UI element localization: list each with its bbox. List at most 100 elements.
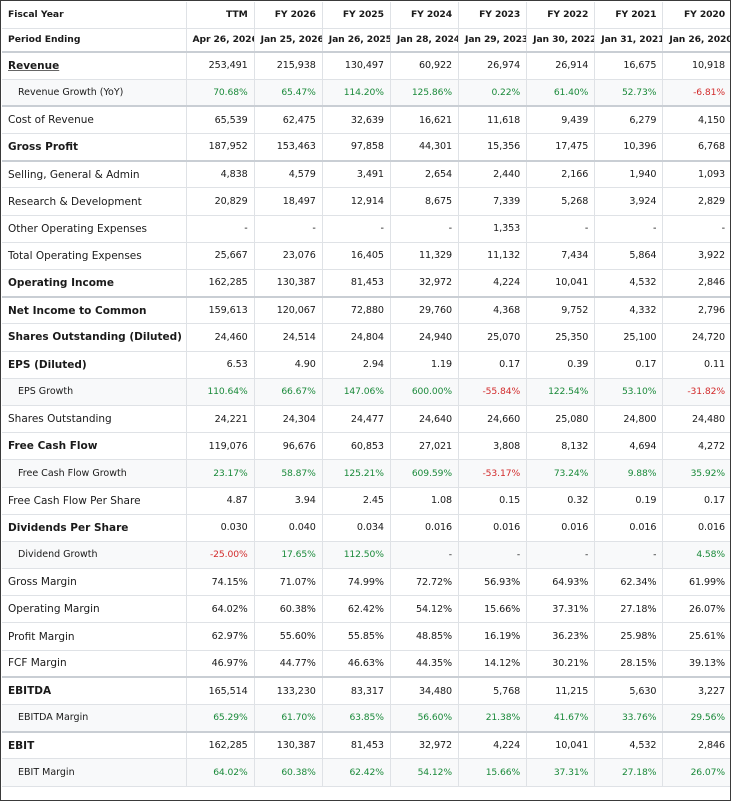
table-cell: 48.85%	[390, 622, 460, 651]
table-cell: 24,304	[254, 405, 323, 434]
table-cell: 53.10%	[594, 378, 664, 406]
period-end-date: Apr 26, 2026	[186, 28, 255, 53]
column-header[interactable]: FY 2022	[526, 2, 596, 29]
table-cell: 12,914	[322, 187, 391, 216]
table-cell: 62.42%	[322, 758, 391, 787]
table-cell: 112.50%	[322, 541, 391, 570]
row-label: FCF Margin	[2, 650, 187, 678]
table-cell: 120,067	[254, 295, 323, 325]
table-cell: 600.00%	[390, 378, 460, 406]
table-cell: -25.00%	[186, 541, 255, 570]
table-cell: 11,329	[390, 242, 460, 271]
table-cell: 56.93%	[458, 568, 528, 597]
table-cell: 4.90	[254, 351, 323, 379]
table-cell: 4,272	[662, 432, 730, 461]
period-end-date: Jan 28, 2024	[390, 28, 460, 53]
row-label: Revenue Growth (YoY)	[2, 79, 187, 107]
table-cell: 96,676	[254, 432, 323, 461]
table-cell: 187,952	[186, 133, 255, 162]
table-row: Cost of Revenue 65,539 62,475 32,639 16,621 1…	[2, 105, 730, 135]
table-cell: 29.56%	[662, 704, 730, 733]
table-cell: 4.87	[186, 487, 255, 515]
column-header[interactable]: FY 2023	[458, 2, 528, 29]
table-cell: 65.29%	[186, 704, 255, 733]
table-cell: 6.53	[186, 351, 255, 379]
table-row: Research & Development 20,829 18,497 12,914…	[2, 187, 730, 216]
table-cell: -	[390, 215, 460, 243]
table-cell: 24,514	[254, 323, 323, 352]
table-cell: 9,439	[526, 105, 596, 135]
period-end-date: Jan 26, 2020	[662, 28, 730, 53]
table-cell: 46.63%	[322, 650, 391, 678]
row-label: Research & Development	[2, 187, 187, 216]
table-row: Profit Margin 62.97% 55.60% 55.85% 48.85% 16.…	[2, 622, 730, 651]
table-cell: 65.47%	[254, 79, 323, 107]
row-label-link[interactable]: Revenue	[8, 59, 60, 72]
table-cell: 4,332	[594, 295, 664, 325]
column-header[interactable]: TTM	[186, 2, 255, 29]
table-cell: 44.35%	[390, 650, 460, 678]
period-end-date: Jan 26, 2025	[322, 28, 391, 53]
table-cell: 66.67%	[254, 378, 323, 406]
fiscal-year-label: Fiscal Year	[2, 2, 187, 29]
table-cell: 3,491	[322, 159, 391, 189]
table-cell: 64.93%	[526, 568, 596, 597]
table-cell: -	[662, 215, 730, 243]
table-cell: -55.84%	[458, 378, 528, 406]
column-header[interactable]: FY 2026	[254, 2, 323, 29]
table-cell: 1,093	[662, 159, 730, 189]
table-cell: 119,076	[186, 432, 255, 461]
table-cell: 4,694	[594, 432, 664, 461]
row-label: Net Income to Common	[2, 295, 187, 325]
table-cell: 4,368	[458, 295, 528, 325]
table-cell: 10,918	[662, 52, 730, 80]
table-row: Operating Margin 64.02% 60.38% 62.42% 54.12%…	[2, 595, 730, 624]
table-cell: 24,480	[662, 405, 730, 434]
table-cell: 23.17%	[186, 459, 255, 488]
table-cell: 5,768	[458, 676, 528, 706]
row-label: Revenue	[2, 52, 187, 80]
table-cell: 32,972	[390, 269, 460, 298]
table-row: EBIT 162,285 130,387 81,453 32,972 4,224 10,04…	[2, 730, 730, 760]
table-cell: 0.034	[322, 514, 391, 542]
table-cell: 28.15%	[594, 650, 664, 678]
period-end-date: Jan 30, 2022	[526, 28, 596, 53]
table-cell: 33.76%	[594, 704, 664, 733]
table-cell: 39.13%	[662, 650, 730, 678]
table-cell: 25,667	[186, 242, 255, 271]
table-cell: 26,974	[458, 52, 528, 80]
column-header[interactable]: FY 2024	[390, 2, 460, 29]
table-cell: 81,453	[322, 730, 391, 760]
table-row: Dividend Growth -25.00% 17.65% 112.50% - - - -4…	[2, 541, 730, 570]
table-cell: 72.72%	[390, 568, 460, 597]
table-cell: 64.02%	[186, 595, 255, 624]
table-cell: 6,279	[594, 105, 664, 135]
column-header[interactable]: FY 2025	[322, 2, 391, 29]
row-label: Free Cash Flow Per Share	[2, 487, 187, 515]
table-cell: 44.77%	[254, 650, 323, 678]
table-cell: 6,768	[662, 133, 730, 162]
row-label: Shares Outstanding	[2, 405, 187, 434]
table-cell: 24,804	[322, 323, 391, 352]
table-cell: 27.18%	[594, 758, 664, 787]
table-cell: 0.17	[594, 351, 664, 379]
table-cell: 25,080	[526, 405, 596, 434]
table-cell: -53.17%	[458, 459, 528, 488]
table-cell: 11,215	[526, 676, 596, 706]
table-cell: -	[186, 215, 255, 243]
table-row: Net Income to Common 159,613 120,067 72,880…	[2, 295, 730, 325]
table-cell: 2.45	[322, 487, 391, 515]
table-row: Free Cash Flow Growth 23.17% 58.87% 125.21%…	[2, 459, 730, 488]
table-cell: 55.60%	[254, 622, 323, 651]
table-cell: 2,829	[662, 187, 730, 216]
table-row: FCF Margin 46.97% 44.77% 46.63% 44.35% 14.12%…	[2, 650, 730, 678]
table-cell: 125.21%	[322, 459, 391, 488]
table-cell: 61.99%	[662, 568, 730, 597]
table-cell: 64.02%	[186, 758, 255, 787]
column-header[interactable]: FY 2020	[662, 2, 730, 29]
column-header[interactable]: FY 2021	[594, 2, 664, 29]
table-cell: 36.23%	[526, 622, 596, 651]
row-label: Cost of Revenue	[2, 105, 187, 135]
table-cell: 24,477	[322, 405, 391, 434]
table-cell: 74.15%	[186, 568, 255, 597]
